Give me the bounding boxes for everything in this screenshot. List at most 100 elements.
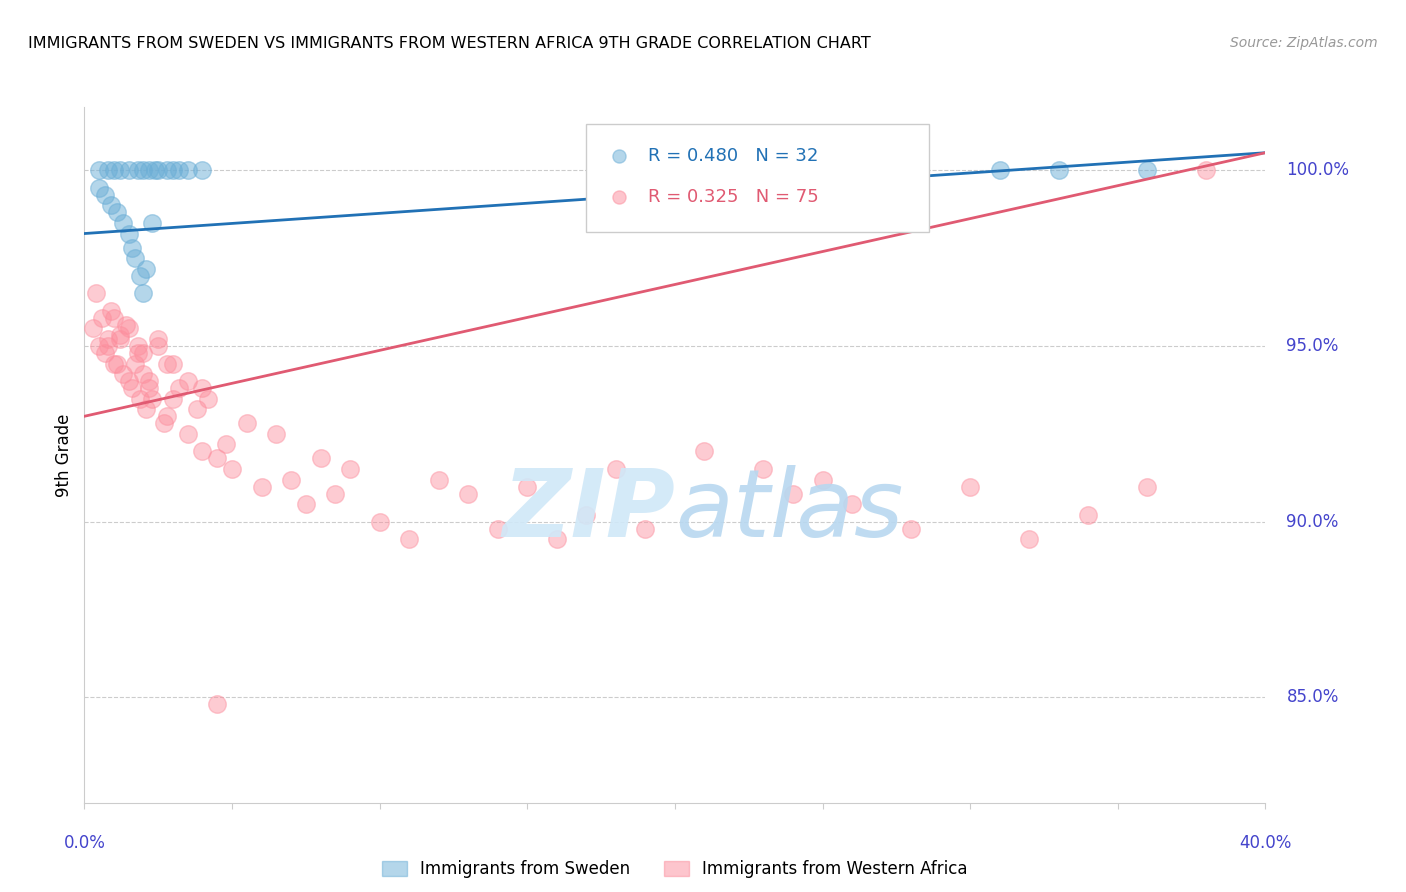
Point [132, 346, 155, 360]
Point [177, 426, 200, 441]
Point [105, 357, 128, 371]
Point [280, 473, 302, 487]
Point [97, 332, 120, 346]
Point [205, 698, 228, 712]
Text: Source: ZipAtlas.com: Source: ZipAtlas.com [1230, 36, 1378, 50]
Point [605, 462, 627, 476]
Point [132, 286, 155, 301]
Point [111, 216, 134, 230]
Text: IMMIGRANTS FROM SWEDEN VS IMMIGRANTS FROM WESTERN AFRICA 9TH GRADE CORRELATION C: IMMIGRANTS FROM SWEDEN VS IMMIGRANTS FRO… [28, 36, 870, 51]
Legend: Immigrants from Sweden, Immigrants from Western Africa: Immigrants from Sweden, Immigrants from … [375, 854, 974, 885]
Point [215, 437, 238, 451]
Text: 0.0%: 0.0% [63, 834, 105, 852]
Point [141, 216, 163, 230]
Point [148, 332, 170, 346]
Point [648, 163, 672, 178]
Point [368, 515, 391, 529]
Point [105, 205, 128, 219]
Point [141, 392, 163, 406]
Point [129, 392, 152, 406]
Point [575, 508, 598, 522]
Point [118, 227, 141, 241]
Point [118, 321, 141, 335]
Point [138, 374, 160, 388]
Point [167, 381, 190, 395]
Point [900, 522, 922, 536]
Point [1077, 508, 1099, 522]
Point [103, 357, 125, 371]
Point [132, 367, 155, 381]
Point [264, 426, 288, 441]
Point [132, 163, 155, 178]
Point [129, 268, 152, 283]
Point [811, 473, 834, 487]
Point [1047, 163, 1070, 178]
Point [782, 486, 804, 500]
Point [339, 462, 361, 476]
Text: 40.0%: 40.0% [1239, 834, 1292, 852]
Point [135, 402, 157, 417]
Point [427, 473, 450, 487]
Point [135, 261, 157, 276]
Point [100, 303, 122, 318]
Point [118, 374, 141, 388]
Point [103, 163, 125, 178]
Point [177, 163, 200, 178]
Y-axis label: 9th Grade: 9th Grade [55, 413, 73, 497]
Point [197, 392, 219, 406]
Point [87, 181, 111, 195]
Point [124, 357, 146, 371]
Point [127, 339, 149, 353]
Point [97, 163, 120, 178]
Point [186, 402, 208, 417]
Point [457, 486, 479, 500]
Point [1136, 163, 1159, 178]
Point [121, 241, 143, 255]
Point [486, 522, 509, 536]
Point [156, 409, 179, 424]
Point [138, 381, 160, 395]
Point [752, 462, 775, 476]
Point [1018, 533, 1040, 547]
Point [121, 381, 143, 395]
Point [127, 163, 149, 178]
Text: R = 0.480   N = 32: R = 0.480 N = 32 [648, 147, 818, 165]
Text: R = 0.325   N = 75: R = 0.325 N = 75 [648, 188, 818, 206]
Point [191, 381, 214, 395]
Point [693, 444, 716, 458]
Point [162, 392, 184, 406]
Point [84, 286, 107, 301]
Point [988, 163, 1011, 178]
Point [619, 163, 641, 178]
Point [250, 479, 273, 493]
Point [162, 357, 184, 371]
Point [148, 339, 170, 353]
Point [124, 251, 146, 265]
Text: 100.0%: 100.0% [1286, 161, 1350, 179]
Point [295, 497, 318, 511]
Point [841, 497, 863, 511]
Point [191, 444, 214, 458]
Point [148, 163, 170, 178]
Text: 95.0%: 95.0% [1286, 337, 1339, 355]
Text: 90.0%: 90.0% [1286, 513, 1339, 531]
Point [177, 374, 200, 388]
Point [143, 163, 166, 178]
Point [87, 339, 111, 353]
Point [118, 163, 141, 178]
Point [138, 163, 160, 178]
Point [108, 163, 131, 178]
Point [235, 417, 259, 431]
Point [1136, 479, 1159, 493]
Point [1195, 163, 1218, 178]
Point [191, 163, 214, 178]
FancyBboxPatch shape [586, 124, 929, 232]
Point [398, 533, 420, 547]
Point [97, 339, 120, 353]
Point [309, 451, 332, 466]
Point [221, 462, 243, 476]
Point [87, 163, 111, 178]
Point [205, 451, 228, 466]
Point [167, 163, 190, 178]
Point [127, 346, 149, 360]
